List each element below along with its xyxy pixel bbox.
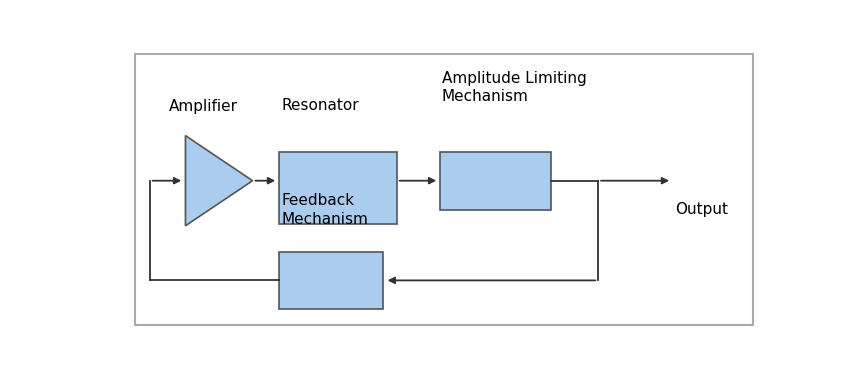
Polygon shape [185, 136, 253, 226]
Text: Amplitude Limiting
Mechanism: Amplitude Limiting Mechanism [442, 71, 586, 104]
Bar [280, 152, 397, 225]
Text: Amplifier: Amplifier [169, 99, 237, 114]
Text: Resonator: Resonator [281, 98, 359, 113]
Text: Output: Output [675, 202, 728, 217]
Text: Feedback
Mechanism: Feedback Mechanism [281, 193, 368, 226]
Bar [280, 252, 384, 309]
Bar [441, 152, 552, 210]
